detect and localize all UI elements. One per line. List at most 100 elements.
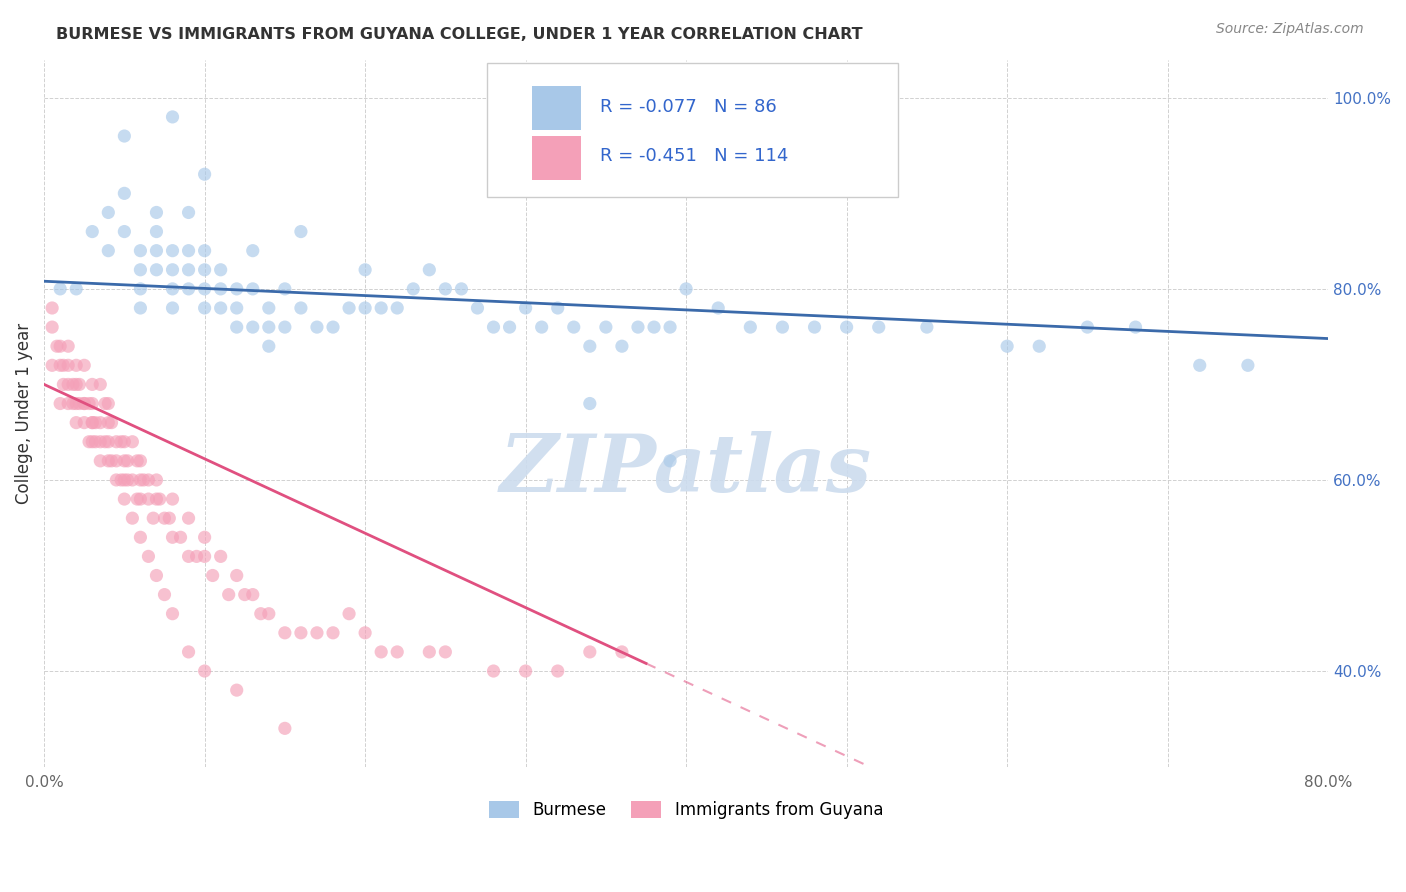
Point — [274, 320, 297, 334]
Point — [62, 377, 84, 392]
Point — [177, 282, 200, 296]
Point — [915, 320, 938, 334]
Point — [65, 396, 87, 410]
Point — [579, 645, 602, 659]
Point — [290, 225, 312, 239]
Point — [89, 454, 111, 468]
FancyBboxPatch shape — [486, 63, 898, 197]
Point — [242, 588, 264, 602]
Point — [305, 320, 328, 334]
Point — [162, 262, 184, 277]
Point — [1028, 339, 1050, 353]
Point — [209, 549, 232, 564]
Point — [835, 320, 858, 334]
Point — [209, 262, 232, 277]
Point — [868, 320, 890, 334]
Point — [62, 396, 84, 410]
Point — [117, 473, 139, 487]
FancyBboxPatch shape — [531, 136, 581, 180]
Point — [233, 588, 256, 602]
Point — [194, 262, 217, 277]
Point — [305, 625, 328, 640]
Point — [73, 359, 96, 373]
Point — [145, 205, 167, 219]
Text: Source: ZipAtlas.com: Source: ZipAtlas.com — [1216, 22, 1364, 37]
Point — [194, 282, 217, 296]
Point — [162, 110, 184, 124]
Point — [1237, 359, 1260, 373]
Point — [177, 262, 200, 277]
Point — [242, 320, 264, 334]
Point — [94, 396, 117, 410]
Point — [46, 339, 69, 353]
Point — [112, 128, 135, 143]
Point — [498, 320, 520, 334]
Point — [129, 530, 152, 544]
Point — [225, 568, 247, 582]
Point — [49, 339, 72, 353]
Point — [515, 301, 537, 315]
Point — [194, 244, 217, 258]
Point — [145, 244, 167, 258]
Point — [387, 645, 409, 659]
Point — [67, 396, 90, 410]
Point — [337, 607, 360, 621]
Point — [434, 645, 457, 659]
Point — [274, 722, 297, 736]
Point — [177, 645, 200, 659]
Point — [105, 454, 128, 468]
Point — [73, 396, 96, 410]
Point — [138, 491, 160, 506]
Point — [121, 511, 143, 525]
Point — [418, 262, 440, 277]
Point — [84, 416, 107, 430]
Text: R = -0.077   N = 86: R = -0.077 N = 86 — [600, 98, 778, 116]
Point — [194, 530, 217, 544]
Point — [354, 262, 377, 277]
Point — [186, 549, 208, 564]
Point — [112, 454, 135, 468]
Point — [153, 588, 176, 602]
Point — [418, 645, 440, 659]
Point — [67, 377, 90, 392]
Point — [77, 396, 100, 410]
Point — [82, 434, 104, 449]
Point — [201, 568, 224, 582]
Point — [354, 625, 377, 640]
Point — [627, 320, 650, 334]
Point — [97, 396, 120, 410]
Point — [73, 416, 96, 430]
Point — [73, 396, 96, 410]
Point — [322, 625, 344, 640]
Point — [52, 359, 75, 373]
Point — [105, 473, 128, 487]
Text: R = -0.451   N = 114: R = -0.451 N = 114 — [600, 147, 789, 165]
Point — [177, 205, 200, 219]
Point — [177, 244, 200, 258]
Point — [145, 473, 167, 487]
Legend: Burmese, Immigrants from Guyana: Burmese, Immigrants from Guyana — [482, 794, 890, 825]
Point — [290, 625, 312, 640]
Point — [547, 664, 569, 678]
Point — [138, 549, 160, 564]
Point — [89, 416, 111, 430]
Point — [162, 607, 184, 621]
Point — [112, 491, 135, 506]
Point — [225, 320, 247, 334]
Point — [169, 530, 191, 544]
Point — [112, 186, 135, 201]
Point — [595, 320, 617, 334]
Point — [995, 339, 1018, 353]
Point — [467, 301, 489, 315]
Point — [142, 511, 165, 525]
Point — [82, 396, 104, 410]
Point — [97, 205, 120, 219]
Point — [194, 301, 217, 315]
Point — [52, 377, 75, 392]
Point — [402, 282, 425, 296]
Point — [97, 434, 120, 449]
Point — [257, 301, 280, 315]
Point — [209, 282, 232, 296]
Point — [659, 320, 682, 334]
Point — [162, 282, 184, 296]
